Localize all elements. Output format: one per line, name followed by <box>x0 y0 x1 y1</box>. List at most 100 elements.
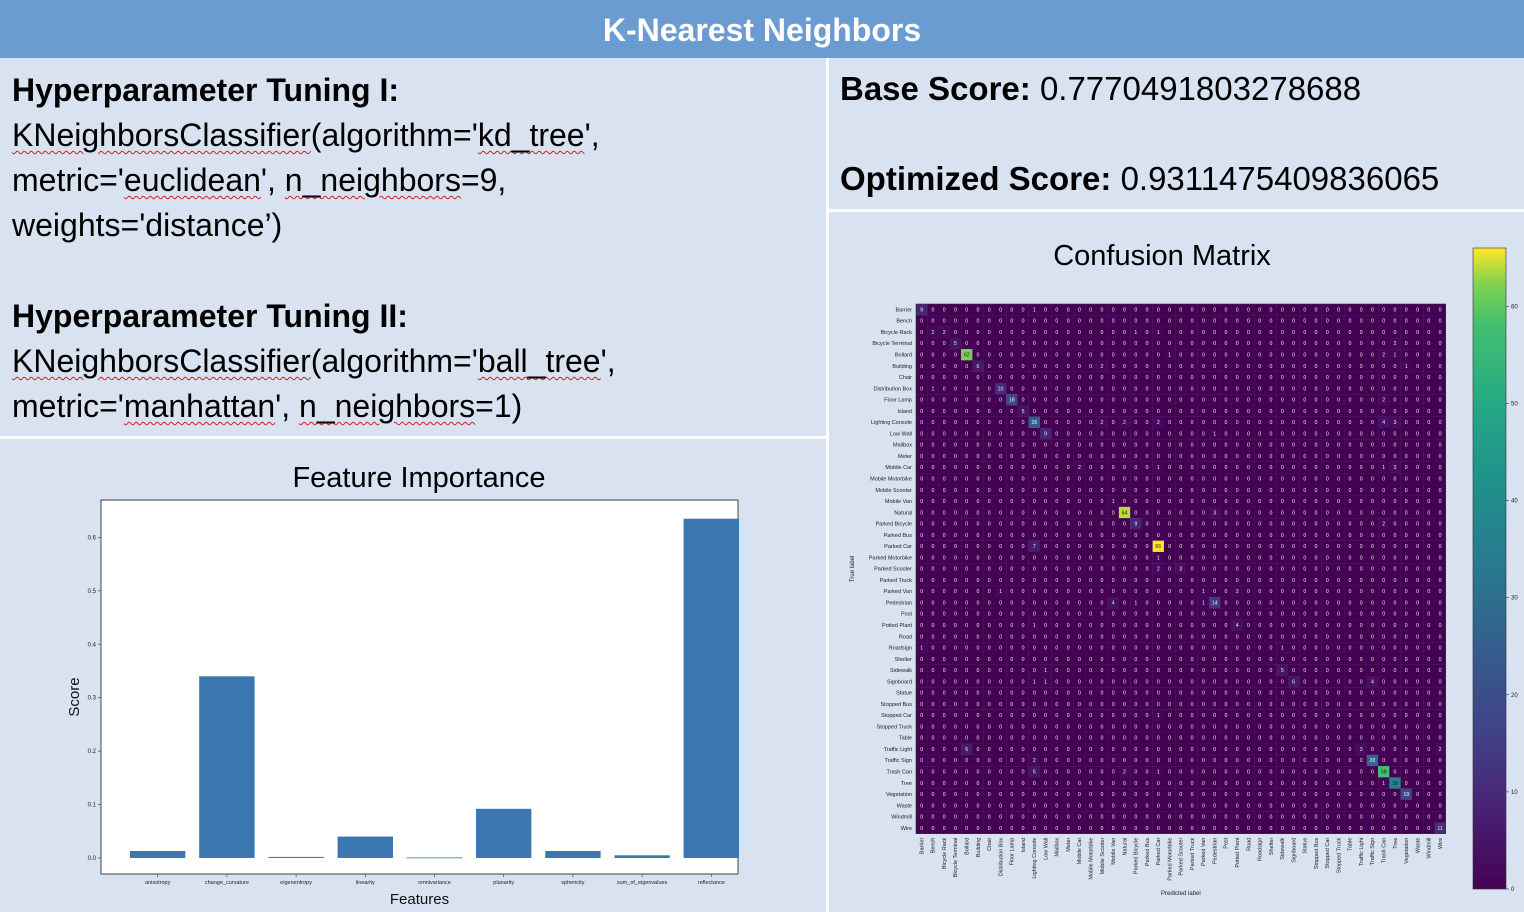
cm-cell <box>1028 427 1041 440</box>
cm-cell <box>1434 439 1446 451</box>
cm-cell-value: 0 <box>1146 454 1149 460</box>
cm-cell <box>1085 439 1097 451</box>
cm-cell-value: 0 <box>1078 803 1081 809</box>
cm-cell <box>994 732 1007 744</box>
cm-cell <box>1254 349 1266 361</box>
cm-cell <box>1051 675 1063 688</box>
cm-cell <box>1152 777 1165 789</box>
cm-cell <box>1073 439 1086 451</box>
cm-cell-value: 0 <box>1179 510 1182 516</box>
cm-cell-value: 0 <box>1258 431 1261 437</box>
cm-cell <box>927 427 939 440</box>
cm-cell <box>1310 709 1322 722</box>
cm-cell <box>1389 360 1401 372</box>
cm-cell <box>1186 506 1198 519</box>
cm-cell <box>1276 630 1289 643</box>
cm-cell <box>1062 653 1074 665</box>
cm-cell <box>1434 732 1446 744</box>
cm-cell-value: 0 <box>1067 634 1070 640</box>
cm-cell-value: 0 <box>999 803 1002 809</box>
cm-cell <box>1231 754 1243 767</box>
cm-cell <box>1118 777 1131 789</box>
cm-cell <box>1231 304 1243 316</box>
cm-cell <box>1321 709 1334 722</box>
cm-cell <box>1152 382 1165 395</box>
cm-cell <box>1276 360 1289 372</box>
cm-cell <box>1332 574 1345 586</box>
cm-cell-value: 0 <box>1010 612 1013 618</box>
cm-cell <box>1085 450 1097 462</box>
cm-cell-value: 0 <box>1224 522 1227 528</box>
cm-cell-value: 0 <box>1202 803 1205 809</box>
cm-cell-value: 0 <box>1202 409 1205 415</box>
cm-cell <box>1220 687 1232 699</box>
cm-cell-value: 0 <box>1382 454 1385 460</box>
cm-cell <box>1073 675 1086 688</box>
cm-cell <box>1310 675 1322 688</box>
cm-cell-value: 0 <box>1281 307 1284 313</box>
cm-cell <box>1175 563 1187 575</box>
cm-cell <box>1321 551 1334 564</box>
cm-cell <box>1220 754 1232 767</box>
cm-cell <box>1107 394 1120 406</box>
cm-cell-value: 0 <box>1360 702 1363 708</box>
cm-cell-value: 0 <box>1010 567 1013 573</box>
cm-cell <box>1163 461 1176 474</box>
cm-cell-value: 0 <box>1258 375 1261 381</box>
cm-cell <box>1321 653 1334 665</box>
cm-cell-value: 0 <box>1326 679 1329 685</box>
cm-cell <box>1434 371 1446 384</box>
cm-cell-value: 0 <box>1123 386 1126 392</box>
cm-row-label: Distribution Box <box>873 386 912 392</box>
cm-cell-value: 0 <box>1405 319 1408 325</box>
cm-cell <box>949 540 962 553</box>
cm-cell-value: 0 <box>1247 623 1250 629</box>
cm-cell <box>1344 540 1356 553</box>
cm-cell <box>1411 349 1424 361</box>
cm-cell <box>1039 720 1052 733</box>
cm-cell-value: 0 <box>999 431 1002 437</box>
cm-cell <box>1299 698 1311 710</box>
cm-cell-value: 0 <box>1044 330 1047 336</box>
cm-cell-value: 0 <box>1281 341 1284 347</box>
cm-cell-value: 0 <box>1258 781 1261 787</box>
cm-cell-value: 0 <box>1247 409 1250 415</box>
cm-cell-value: 0 <box>977 476 980 482</box>
cm-cell <box>1276 698 1289 710</box>
cm-cell <box>1411 766 1424 778</box>
cm-cell-value: 0 <box>1123 646 1126 652</box>
cm-cell <box>983 777 996 789</box>
cm-cell <box>927 326 939 338</box>
cm-cell-value: 0 <box>1247 364 1250 370</box>
cm-cell <box>1332 698 1345 710</box>
cm-cell <box>1017 687 1029 699</box>
cm-cell <box>1355 732 1367 744</box>
cm-cell-value: 0 <box>1089 623 1092 629</box>
cm-cell <box>916 551 928 564</box>
cm-cell-value: 0 <box>1157 353 1160 359</box>
cm-cell <box>1051 382 1063 395</box>
bar-omnivariance <box>406 857 463 859</box>
cm-cell <box>1220 495 1232 508</box>
cm-cell <box>1107 732 1120 744</box>
cm-cell <box>1299 382 1311 395</box>
cm-cell <box>983 619 996 631</box>
cm-cell-value: 0 <box>1089 792 1092 798</box>
cm-cell-value: 0 <box>954 792 957 798</box>
cm-cell <box>1051 777 1063 789</box>
cm-cell-value: 0 <box>1179 341 1182 347</box>
cm-cell <box>916 732 928 744</box>
cm-cell-value: 0 <box>1247 826 1250 832</box>
cm-cell <box>1265 326 1277 338</box>
cm-col-label: Island <box>1021 838 1027 853</box>
cm-cell-value: 0 <box>1134 409 1137 415</box>
cm-cell <box>1287 439 1300 451</box>
cm-cell <box>983 563 996 575</box>
cm-cell <box>938 382 950 395</box>
cm-cell <box>1411 315 1424 327</box>
cm-cell <box>1411 461 1424 474</box>
cm-cell <box>1321 304 1334 316</box>
cm-cell-value: 0 <box>1303 522 1306 528</box>
cm-cell-value: 0 <box>1089 499 1092 505</box>
bar-eigenentropy <box>268 856 324 858</box>
